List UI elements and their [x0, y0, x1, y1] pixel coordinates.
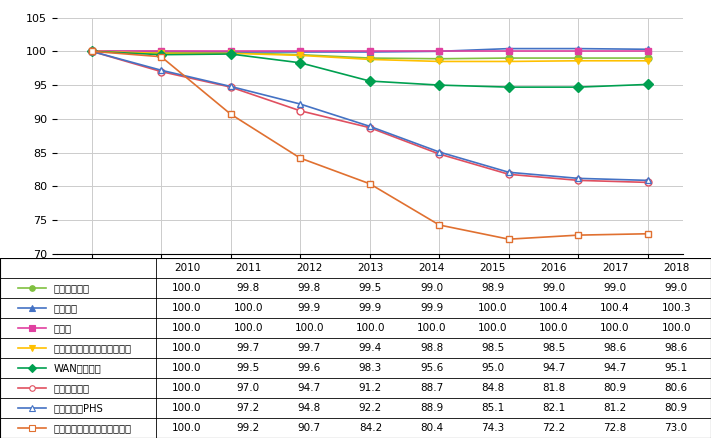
Text: 2015: 2015 — [479, 263, 506, 273]
Text: 100.0: 100.0 — [233, 303, 263, 313]
Text: 移動電気通信: 移動電気通信 — [53, 383, 90, 393]
Text: 80.4: 80.4 — [420, 423, 443, 433]
Text: 85.1: 85.1 — [481, 403, 504, 413]
Text: 92.2: 92.2 — [359, 403, 382, 413]
Text: 100.0: 100.0 — [356, 323, 385, 333]
Text: 100.0: 100.0 — [172, 303, 202, 313]
Text: 99.5: 99.5 — [359, 283, 382, 293]
Text: 固定電話: 固定電話 — [53, 303, 77, 313]
Text: 98.5: 98.5 — [542, 343, 565, 353]
Text: 2011: 2011 — [235, 263, 262, 273]
Text: 100.4: 100.4 — [600, 303, 630, 313]
Text: 80.6: 80.6 — [665, 383, 688, 393]
Text: 2018: 2018 — [663, 263, 690, 273]
Text: 100.0: 100.0 — [172, 363, 202, 373]
Text: 84.2: 84.2 — [359, 423, 382, 433]
Text: 専用線: 専用線 — [53, 323, 71, 333]
Text: 99.0: 99.0 — [665, 283, 688, 293]
Text: 2017: 2017 — [602, 263, 629, 273]
Text: 99.6: 99.6 — [298, 363, 321, 373]
Text: 100.3: 100.3 — [661, 303, 691, 313]
Text: 72.2: 72.2 — [542, 423, 565, 433]
Text: 99.7: 99.7 — [298, 343, 321, 353]
Text: 94.7: 94.7 — [542, 363, 565, 373]
Text: 80.9: 80.9 — [604, 383, 626, 393]
Text: 88.9: 88.9 — [420, 403, 443, 413]
Text: 固定電気通信: 固定電気通信 — [53, 283, 90, 293]
Text: 100.0: 100.0 — [661, 323, 691, 333]
Text: 98.3: 98.3 — [359, 363, 382, 373]
Text: 100.0: 100.0 — [172, 423, 202, 433]
Text: 100.0: 100.0 — [233, 323, 263, 333]
Text: 98.5: 98.5 — [481, 343, 504, 353]
Text: 99.5: 99.5 — [237, 363, 260, 373]
Text: インターネット接続サービス: インターネット接続サービス — [53, 343, 132, 353]
Text: 100.0: 100.0 — [478, 323, 508, 333]
Text: 72.8: 72.8 — [604, 423, 626, 433]
Text: 2016: 2016 — [540, 263, 567, 273]
Text: 98.6: 98.6 — [604, 343, 626, 353]
Text: 94.8: 94.8 — [298, 403, 321, 413]
Text: 99.0: 99.0 — [542, 283, 565, 293]
Text: 100.0: 100.0 — [172, 383, 202, 393]
Text: 98.9: 98.9 — [481, 283, 504, 293]
Text: 100.0: 100.0 — [294, 323, 324, 333]
Text: WANサービス: WANサービス — [53, 363, 101, 373]
Text: 100.0: 100.0 — [172, 403, 202, 413]
Text: 99.4: 99.4 — [359, 343, 382, 353]
Text: （年）: （年） — [690, 259, 710, 269]
Text: 94.7: 94.7 — [298, 383, 321, 393]
Text: 95.1: 95.1 — [665, 363, 688, 373]
Text: 95.0: 95.0 — [481, 363, 504, 373]
Text: 100.0: 100.0 — [600, 323, 630, 333]
Text: 98.8: 98.8 — [420, 343, 443, 353]
Text: 81.8: 81.8 — [542, 383, 565, 393]
Text: 100.0: 100.0 — [417, 323, 447, 333]
Text: 97.2: 97.2 — [237, 403, 260, 413]
Text: 88.7: 88.7 — [420, 383, 443, 393]
Text: 80.9: 80.9 — [665, 403, 688, 413]
Text: 99.9: 99.9 — [298, 303, 321, 313]
Text: 100.0: 100.0 — [539, 323, 569, 333]
Text: 2012: 2012 — [296, 263, 323, 273]
Text: 74.3: 74.3 — [481, 423, 504, 433]
Text: 99.0: 99.0 — [604, 283, 626, 293]
Text: 90.7: 90.7 — [298, 423, 321, 433]
Text: 100.0: 100.0 — [478, 303, 508, 313]
Text: 98.6: 98.6 — [665, 343, 688, 353]
Text: 99.9: 99.9 — [359, 303, 382, 313]
Text: 100.0: 100.0 — [172, 343, 202, 353]
Text: 99.7: 99.7 — [237, 343, 260, 353]
Text: 99.2: 99.2 — [237, 423, 260, 433]
Text: 100.0: 100.0 — [172, 283, 202, 293]
Text: 100.0: 100.0 — [172, 323, 202, 333]
Text: 携帯電話・PHS: 携帯電話・PHS — [53, 403, 103, 413]
Text: 99.0: 99.0 — [420, 283, 443, 293]
Text: 2010: 2010 — [174, 263, 200, 273]
Text: 99.8: 99.8 — [237, 283, 260, 293]
Text: 95.6: 95.6 — [420, 363, 443, 373]
Text: 73.0: 73.0 — [665, 423, 688, 433]
Text: 82.1: 82.1 — [542, 403, 565, 413]
Text: 81.2: 81.2 — [604, 403, 626, 413]
Text: 91.2: 91.2 — [359, 383, 382, 393]
Text: 97.0: 97.0 — [237, 383, 260, 393]
Text: 84.8: 84.8 — [481, 383, 504, 393]
Text: 移動データ通信専用サービス: 移動データ通信専用サービス — [53, 423, 132, 433]
Text: 100.4: 100.4 — [539, 303, 569, 313]
Text: 99.9: 99.9 — [420, 303, 443, 313]
Text: 2014: 2014 — [418, 263, 445, 273]
Text: 94.7: 94.7 — [604, 363, 626, 373]
Text: 99.8: 99.8 — [298, 283, 321, 293]
Text: 2013: 2013 — [357, 263, 384, 273]
